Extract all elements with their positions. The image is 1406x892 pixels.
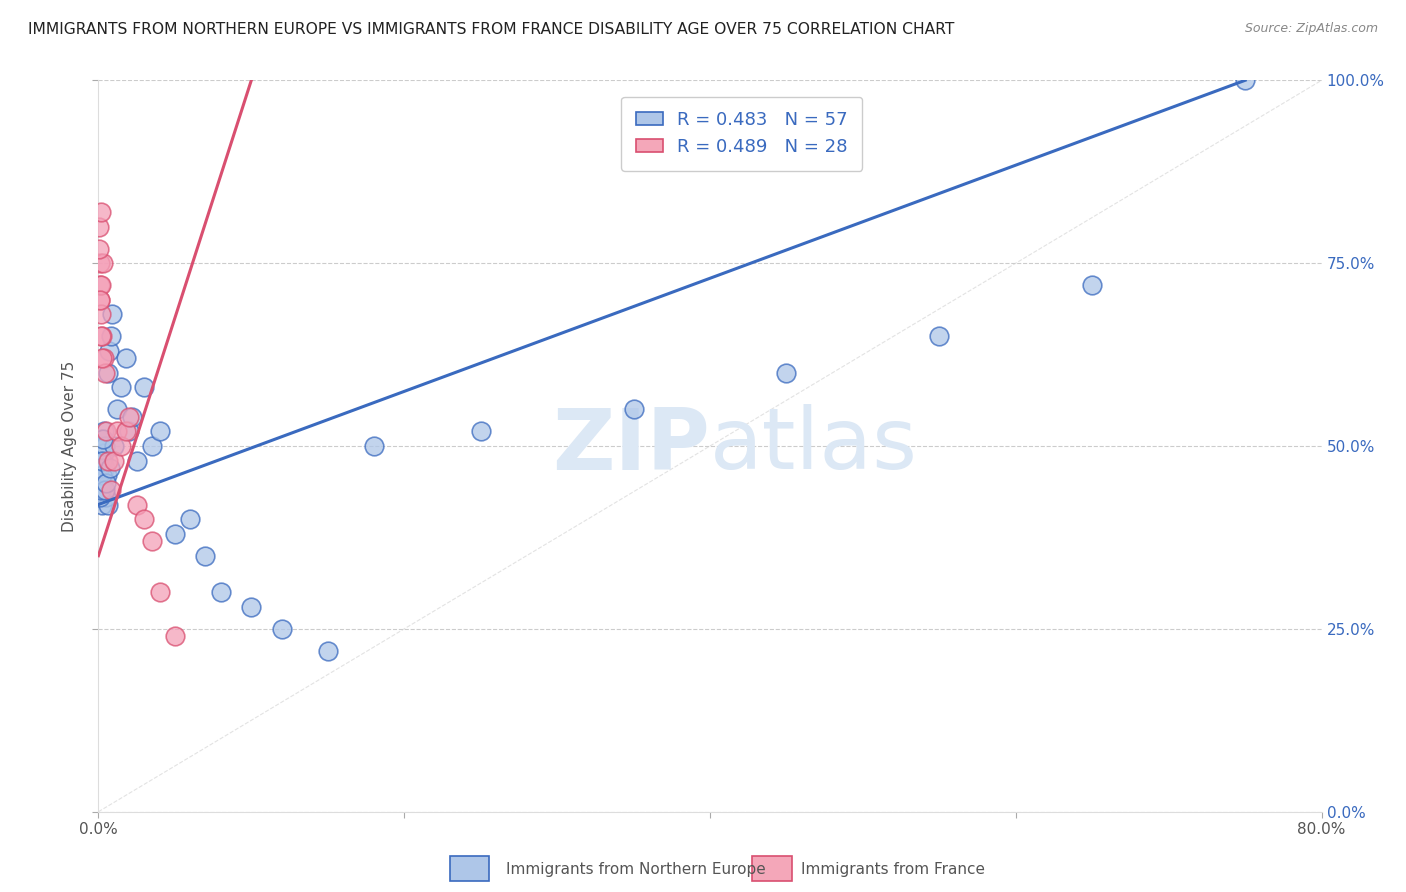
Point <box>100 483 122 497</box>
Point <box>91 483 114 497</box>
Point <box>209 585 232 599</box>
Point <box>89 432 111 446</box>
Y-axis label: Disability Age Over 75: Disability Age Over 75 <box>62 360 77 532</box>
Point <box>89 475 111 490</box>
Point <box>91 453 114 467</box>
Point <box>94 490 117 504</box>
Point <box>100 329 122 343</box>
Point <box>270 622 294 636</box>
Point <box>163 629 186 643</box>
Point <box>118 425 141 439</box>
Text: atlas: atlas <box>710 404 918 488</box>
Point <box>179 512 201 526</box>
Point <box>103 439 125 453</box>
Point <box>134 512 156 526</box>
Point <box>110 380 132 394</box>
Legend: R = 0.483   N = 57, R = 0.489   N = 28: R = 0.483 N = 57, R = 0.489 N = 28 <box>621 96 862 170</box>
Point <box>125 453 148 467</box>
Point <box>93 446 115 460</box>
Point <box>89 468 111 483</box>
Point <box>125 498 148 512</box>
Text: ZIP: ZIP <box>553 404 710 488</box>
Text: Immigrants from Northern Europe: Immigrants from Northern Europe <box>506 863 766 877</box>
Point <box>90 461 112 475</box>
Point <box>316 644 339 658</box>
Point <box>97 453 120 467</box>
Point <box>118 409 141 424</box>
Point <box>97 366 120 380</box>
Point <box>623 402 645 417</box>
Point <box>89 446 111 460</box>
Point <box>105 425 128 439</box>
Point <box>89 219 111 234</box>
Point <box>149 425 172 439</box>
Point <box>90 439 112 453</box>
Point <box>93 425 115 439</box>
Text: IMMIGRANTS FROM NORTHERN EUROPE VS IMMIGRANTS FROM FRANCE DISABILITY AGE OVER 75: IMMIGRANTS FROM NORTHERN EUROPE VS IMMIG… <box>28 22 955 37</box>
Point <box>240 599 263 614</box>
Point <box>89 461 111 475</box>
Point <box>90 307 112 321</box>
Point <box>96 475 118 490</box>
Point <box>89 490 111 504</box>
Point <box>93 432 115 446</box>
Point <box>90 205 112 219</box>
Point <box>134 380 156 394</box>
Point <box>89 293 111 307</box>
Point <box>89 242 111 256</box>
Point <box>93 439 115 453</box>
Point <box>115 425 138 439</box>
Point <box>115 351 138 366</box>
Point <box>91 498 114 512</box>
Point <box>94 483 117 497</box>
Point <box>91 453 114 467</box>
Point <box>93 351 115 366</box>
Point <box>1234 73 1257 87</box>
Point <box>90 490 112 504</box>
Point <box>96 468 118 483</box>
Point <box>94 461 117 475</box>
Point <box>89 453 111 467</box>
Point <box>90 475 112 490</box>
Point <box>141 534 163 549</box>
Point <box>103 453 125 467</box>
Point <box>89 256 111 270</box>
Point <box>90 483 112 497</box>
Point <box>363 439 385 453</box>
Point <box>163 526 186 541</box>
Point <box>110 439 132 453</box>
Point <box>470 425 492 439</box>
Text: Immigrants from France: Immigrants from France <box>801 863 986 877</box>
Point <box>91 256 114 270</box>
Point <box>98 461 121 475</box>
Point <box>94 425 117 439</box>
Text: Source: ZipAtlas.com: Source: ZipAtlas.com <box>1244 22 1378 36</box>
Point <box>194 549 217 563</box>
Point <box>101 307 124 321</box>
Point <box>97 498 120 512</box>
Point <box>91 468 114 483</box>
Point <box>93 366 115 380</box>
Point <box>775 366 797 380</box>
Point <box>90 278 112 293</box>
Point <box>98 343 121 358</box>
Point <box>90 468 112 483</box>
Point <box>91 329 114 343</box>
Point <box>105 402 128 417</box>
Point <box>90 329 112 343</box>
Point <box>928 329 950 343</box>
Point <box>149 585 172 599</box>
Point <box>141 439 163 453</box>
Point <box>90 351 112 366</box>
Point <box>89 293 111 307</box>
Point <box>1081 278 1104 293</box>
Point <box>89 278 111 293</box>
Point <box>121 409 143 424</box>
